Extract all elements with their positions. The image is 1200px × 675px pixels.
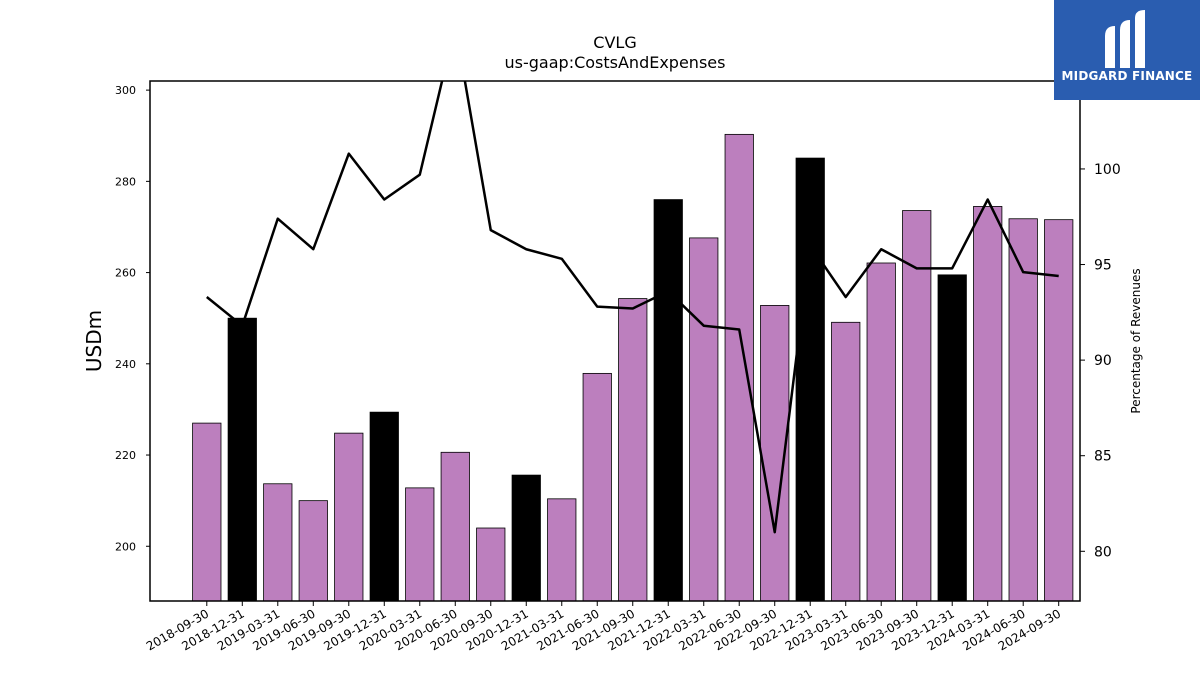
y-axis-label: USDm	[82, 310, 106, 372]
y-tick-label: 200	[115, 540, 136, 553]
bar	[689, 237, 719, 602]
bar	[618, 298, 648, 602]
y2-tick-label: 100	[1094, 162, 1121, 178]
y2-tick-label: 95	[1094, 258, 1112, 274]
brand-name: MIDGARD FINANCE	[1061, 69, 1193, 83]
bar	[582, 372, 612, 602]
y2-axis-label: Percentage of Revenues	[1129, 268, 1143, 413]
bar	[547, 498, 577, 602]
y2-tick-label: 90	[1094, 353, 1112, 369]
bar	[298, 500, 328, 602]
y-tick-label: 300	[115, 84, 136, 97]
midgard-logo-icon	[1105, 10, 1145, 68]
brand-logo: MIDGARD FINANCE	[1054, 0, 1200, 100]
bar	[369, 411, 399, 602]
y-tick-label: 280	[115, 175, 136, 188]
bar	[334, 432, 364, 602]
y-tick-label: 260	[115, 267, 136, 280]
bar	[1008, 218, 1038, 602]
bar	[227, 317, 257, 602]
y2-tick-label: 80	[1094, 544, 1112, 560]
y-tick-label: 240	[115, 358, 136, 371]
bar	[476, 527, 506, 602]
chart-title: CVLG	[593, 33, 636, 52]
bar	[902, 210, 932, 602]
bar	[1044, 219, 1074, 602]
bar	[263, 483, 293, 602]
percentage-line	[206, 81, 1059, 534]
y2-tick-label: 85	[1094, 449, 1112, 465]
plot-area: 200220240260280300808590951002018-09-302…	[115, 80, 1121, 653]
y-tick-label: 220	[115, 449, 136, 462]
chart-subtitle: us-gaap:CostsAndExpenses	[505, 53, 726, 72]
bar	[440, 451, 470, 602]
bar	[795, 157, 825, 602]
bar	[937, 274, 967, 602]
bar	[724, 133, 754, 602]
bar	[511, 474, 541, 602]
bar	[405, 487, 435, 602]
bar	[653, 199, 683, 602]
bar	[973, 206, 1003, 602]
bar	[831, 321, 861, 602]
bar	[866, 262, 896, 602]
plot-frame	[149, 80, 1081, 602]
bar	[192, 422, 222, 602]
